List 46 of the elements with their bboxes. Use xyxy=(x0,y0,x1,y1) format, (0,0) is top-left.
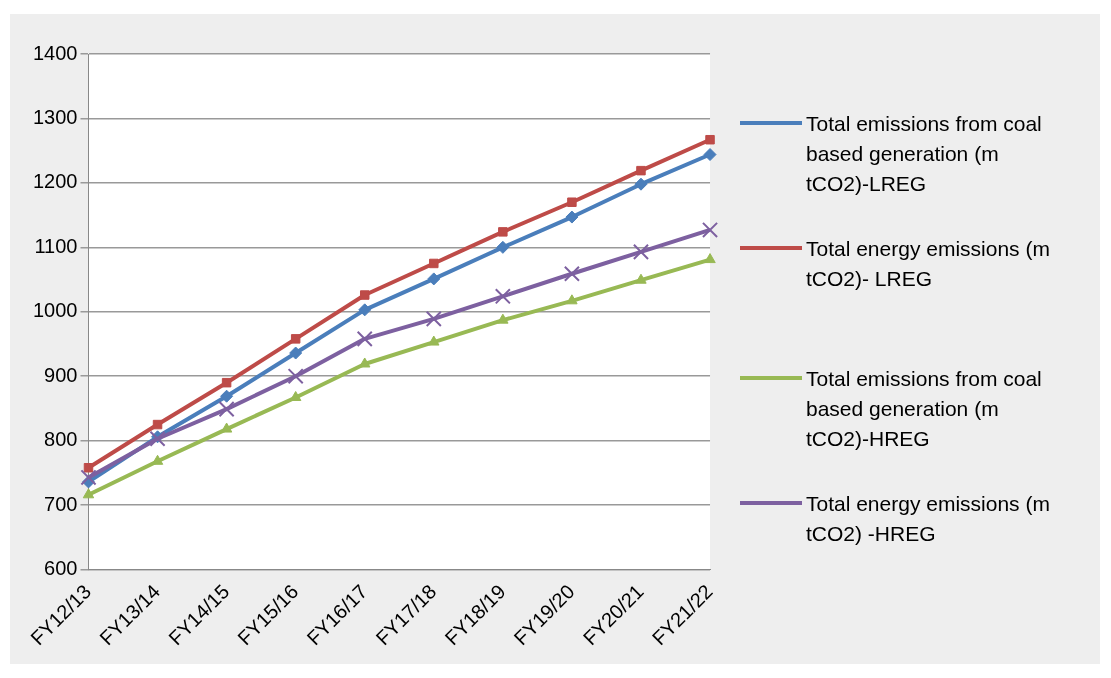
point xyxy=(358,303,372,317)
point xyxy=(290,334,301,344)
point xyxy=(498,227,508,237)
point xyxy=(425,310,442,327)
point xyxy=(289,346,303,360)
point xyxy=(356,330,373,347)
point xyxy=(359,290,370,300)
point xyxy=(80,469,97,486)
point xyxy=(218,401,235,418)
point xyxy=(427,272,441,286)
point xyxy=(152,419,163,430)
y-tick-label: 600 xyxy=(44,557,78,580)
point xyxy=(220,389,234,403)
point xyxy=(636,165,646,176)
point xyxy=(82,488,95,499)
y-tick-label: 900 xyxy=(44,363,78,386)
point xyxy=(565,210,579,224)
point xyxy=(287,368,304,385)
point xyxy=(634,177,648,191)
y-tick-label: 700 xyxy=(44,492,78,515)
point xyxy=(428,335,440,346)
point xyxy=(221,377,232,388)
point xyxy=(635,273,647,284)
y-tick-label: 1400 xyxy=(32,41,78,64)
point xyxy=(494,288,511,305)
y-tick-label: 1300 xyxy=(32,105,78,128)
point xyxy=(497,313,509,324)
point xyxy=(496,240,510,254)
legend-label: Total energy emissions (m tCO2) -HREG xyxy=(806,491,1051,547)
legend-label: Total emissions from coal based generation (m tCO2)-HREG xyxy=(806,366,1043,452)
legend-label: Total energy emissions (m tCO2)- LREG xyxy=(806,236,1051,292)
point xyxy=(701,221,719,239)
y-tick-label: 1100 xyxy=(34,234,78,257)
point xyxy=(703,148,717,162)
point xyxy=(632,243,650,260)
point xyxy=(567,197,577,207)
y-tick-label: 1200 xyxy=(32,170,78,193)
y-tick-label: 800 xyxy=(44,428,78,451)
point xyxy=(429,258,439,269)
point xyxy=(704,253,716,264)
y-tick-label: 1000 xyxy=(32,299,78,322)
point xyxy=(83,463,94,473)
point xyxy=(705,134,715,145)
point xyxy=(563,265,580,282)
legend-label: Total emissions from coal based generation (m tCO2)-LREG xyxy=(806,111,1043,197)
point xyxy=(566,294,578,305)
